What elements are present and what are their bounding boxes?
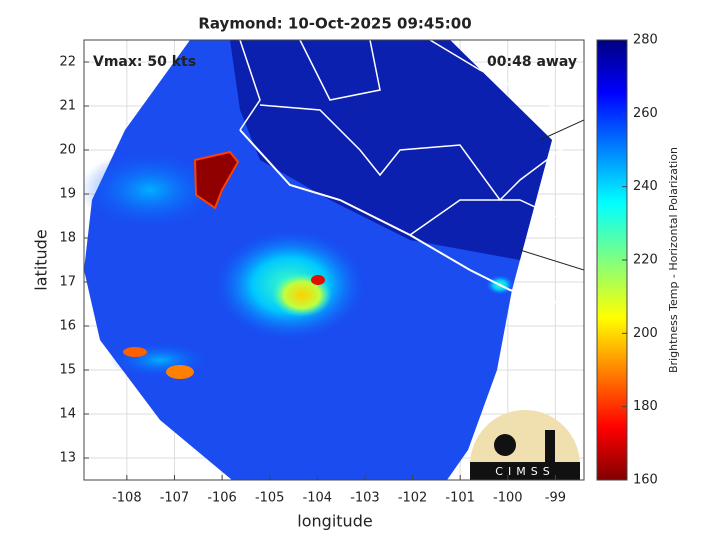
colorbar-label: Brightness Temp - Horizontal Polarizatio… <box>667 147 680 373</box>
x-tick-label: -99 <box>545 491 566 506</box>
land-cold <box>230 40 552 260</box>
colorbar-tick-label: 260 <box>633 106 658 121</box>
annotation: 00:48 away <box>487 54 577 70</box>
convection <box>123 347 147 357</box>
colorbar-tick-label: 280 <box>633 33 658 48</box>
annotation: Vmax: 50 kts <box>93 54 196 70</box>
y-tick-label: 15 <box>59 363 76 378</box>
borders-outside <box>519 119 584 271</box>
y-tick-label: 19 <box>59 187 76 202</box>
x-tick-label: -107 <box>160 491 190 506</box>
x-tick-label: -102 <box>398 491 428 506</box>
x-tick-label: -103 <box>350 491 380 506</box>
y-tick-label: 17 <box>59 275 76 290</box>
logo: CIMSS <box>470 410 580 480</box>
cloud <box>84 150 220 230</box>
logo-tower <box>545 430 555 462</box>
convection <box>166 365 194 379</box>
x-tick-label: -101 <box>445 491 475 506</box>
cloud <box>110 342 210 378</box>
y-tick-label: 14 <box>59 407 76 422</box>
chart-title: Raymond: 10-Oct-2025 09:45:00 <box>198 15 471 33</box>
colorbar-tick-label: 200 <box>633 326 658 341</box>
convection-core <box>311 275 325 285</box>
y-tick-label: 21 <box>59 99 76 114</box>
x-axis-label: longitude <box>297 512 372 531</box>
y-axis-label: latitude <box>32 229 51 290</box>
x-tick-label: -104 <box>303 491 333 506</box>
y-tick-label: 18 <box>59 231 76 246</box>
logo-text: CIMSS <box>495 465 554 478</box>
land-hot <box>193 150 240 210</box>
x-tick-label: -106 <box>207 491 237 506</box>
logo-dish <box>494 434 516 456</box>
colorbar-tick-label: 180 <box>633 399 658 414</box>
x-tick-label: -108 <box>112 491 142 506</box>
borders <box>239 40 584 236</box>
y-tick-label: 20 <box>59 143 76 158</box>
y-tick-label: 13 <box>59 451 76 466</box>
plot-frame <box>83 39 585 481</box>
y-tick-label: 16 <box>59 319 76 334</box>
swath <box>84 40 584 480</box>
colorbar-tick-label: 240 <box>633 179 658 194</box>
logo-band <box>470 462 580 480</box>
x-tick-label: -105 <box>255 491 285 506</box>
colorbar-tick-label: 220 <box>633 253 658 268</box>
y-tick-label: 22 <box>59 55 76 70</box>
colorbar-tick-label: 160 <box>633 473 658 488</box>
x-tick-label: -100 <box>493 491 523 506</box>
